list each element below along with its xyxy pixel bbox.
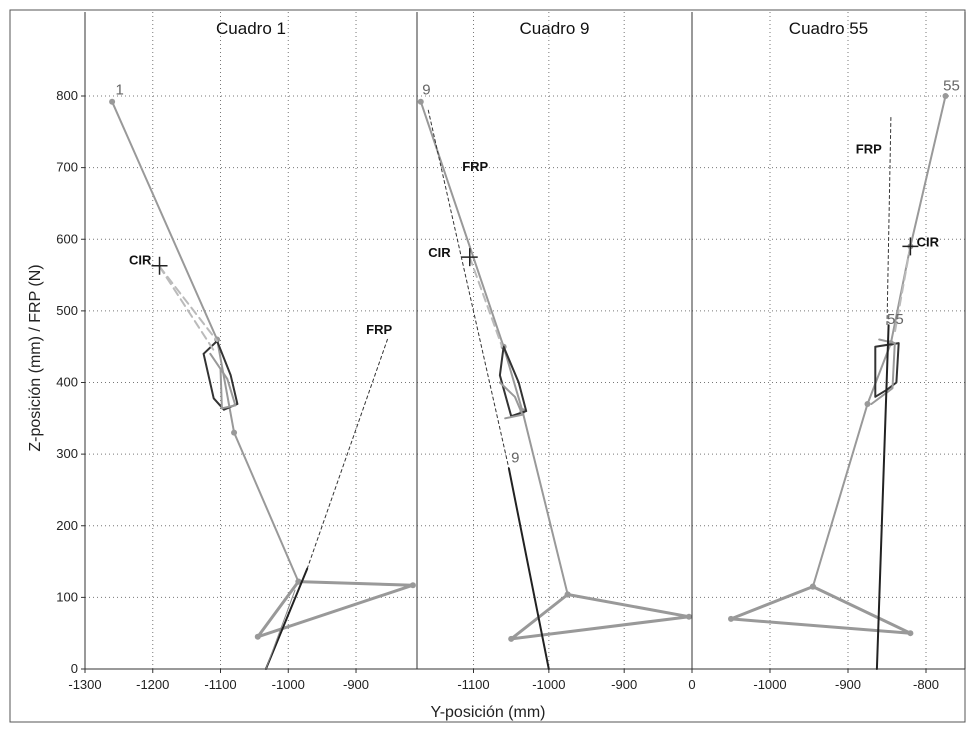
- x-tick-label: -1000: [753, 677, 786, 692]
- frame-marker-label: 9: [422, 82, 430, 99]
- x-tick-label: -1000: [532, 677, 565, 692]
- joint-point: [409, 582, 416, 589]
- joint-point: [295, 578, 302, 585]
- panel-2: Cuadro 9 -1100 -1000 -900 FRP CIR 9 9: [416, 12, 692, 692]
- series-segment: [419, 100, 569, 596]
- joint-point: [728, 615, 734, 622]
- y-tick-label: 500: [56, 303, 78, 318]
- joint-point: [508, 635, 515, 642]
- x-tick-label: -1000: [272, 677, 305, 692]
- series-cir-link: [158, 265, 215, 352]
- joint-point: [254, 633, 261, 640]
- panel-title: Cuadro 1: [216, 19, 286, 38]
- y-tick-label: 600: [56, 231, 78, 246]
- joint-point: [685, 613, 692, 620]
- joint-point: [564, 591, 571, 598]
- y-tick-label: 300: [56, 446, 78, 461]
- series-cir-link: [468, 256, 504, 348]
- y-tick-label: 400: [56, 375, 78, 390]
- panels: Cuadro 1 -1300 -1200 -1100 -1000 -900 0 100 200 3…: [9, 9, 966, 723]
- series-frp-line: [427, 109, 510, 469]
- annotation-cir: CIR: [428, 245, 451, 260]
- series-segment: [811, 95, 947, 588]
- series-segment: [111, 100, 300, 583]
- series-force-vector: [875, 324, 890, 670]
- x-tick-label: -900: [611, 677, 637, 692]
- joint-point: [417, 98, 424, 105]
- panel-3: Cuadro 55 0 -1000 -900 -800 FRP CIR 55 55: [688, 12, 965, 692]
- annotation-cir: CIR: [129, 252, 152, 267]
- x-tick-label: -1300: [68, 677, 101, 692]
- series-cir-link: [893, 245, 912, 334]
- x-axis-title: Y-posición (mm): [431, 704, 546, 721]
- y-axis-title: Z-posición (mm) / FRP (N): [27, 264, 44, 451]
- series-knee-inner: [870, 338, 896, 405]
- series-cir-link: [158, 265, 219, 342]
- frame-marker-label: 55: [887, 311, 904, 328]
- series-force-vector: [264, 567, 309, 670]
- panel-title: Cuadro 9: [520, 19, 590, 38]
- annotation-cir: CIR: [917, 234, 940, 249]
- panel-title: Cuadro 55: [789, 19, 868, 38]
- joint-point: [942, 93, 949, 99]
- x-tick-label: -1100: [457, 677, 489, 692]
- x-tick-label: -900: [343, 677, 369, 692]
- series-knee-outline: [498, 345, 528, 418]
- annotation-frp: FRP: [366, 322, 392, 337]
- series-frp-line: [306, 337, 389, 570]
- frame-marker-label: 1: [115, 82, 123, 99]
- y-tick-label: 700: [56, 160, 78, 175]
- x-tick-label: 0: [688, 677, 695, 692]
- series-knee-inner: [209, 352, 237, 410]
- joint-point: [907, 630, 914, 637]
- joint-point: [109, 98, 116, 105]
- x-tick-label: -1100: [204, 677, 236, 692]
- y-tick-label: 100: [56, 589, 78, 604]
- annotation-frp: FRP: [462, 159, 488, 174]
- joint-point: [864, 400, 871, 407]
- x-tick-label: -800: [913, 677, 939, 692]
- joint-point: [231, 429, 238, 436]
- series-foot: [729, 585, 912, 635]
- frame-marker-label: 55: [943, 77, 960, 94]
- x-tick-label: -900: [835, 677, 861, 692]
- y-tick-label: 0: [71, 661, 78, 676]
- frame-marker-label: 9: [511, 450, 519, 467]
- series-frp-line: [886, 117, 892, 326]
- panel-1: Cuadro 1 -1300 -1200 -1100 -1000 -900 0 100 200 3…: [56, 12, 417, 692]
- series-force-vector: [507, 467, 550, 670]
- series-foot: [509, 593, 691, 641]
- x-tick-label: -1200: [136, 677, 169, 692]
- y-tick-label: 200: [56, 518, 78, 533]
- series-ground-reaction: [265, 589, 296, 670]
- annotation-frp: FRP: [856, 141, 882, 156]
- y-tick-label: 800: [56, 88, 78, 103]
- joint-point: [809, 583, 816, 590]
- series-knee-inner: [498, 381, 524, 420]
- series-foot: [256, 580, 415, 639]
